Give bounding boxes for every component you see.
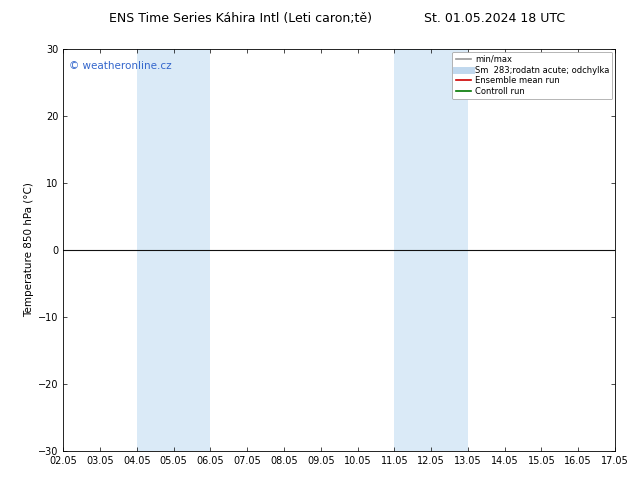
Text: St. 01.05.2024 18 UTC: St. 01.05.2024 18 UTC [424,12,565,25]
Y-axis label: Temperature 850 hPa (°C): Temperature 850 hPa (°C) [24,182,34,318]
Text: ENS Time Series Káhira Intl (Leti caron;tě): ENS Time Series Káhira Intl (Leti caron;… [110,12,372,25]
Bar [394,49,468,451]
Legend: min/max, Sm  283;rodatn acute; odchylka, Ensemble mean run, Controll run: min/max, Sm 283;rodatn acute; odchylka, … [452,51,612,99]
Bar [137,49,210,451]
Text: © weatheronline.cz: © weatheronline.cz [69,61,172,71]
